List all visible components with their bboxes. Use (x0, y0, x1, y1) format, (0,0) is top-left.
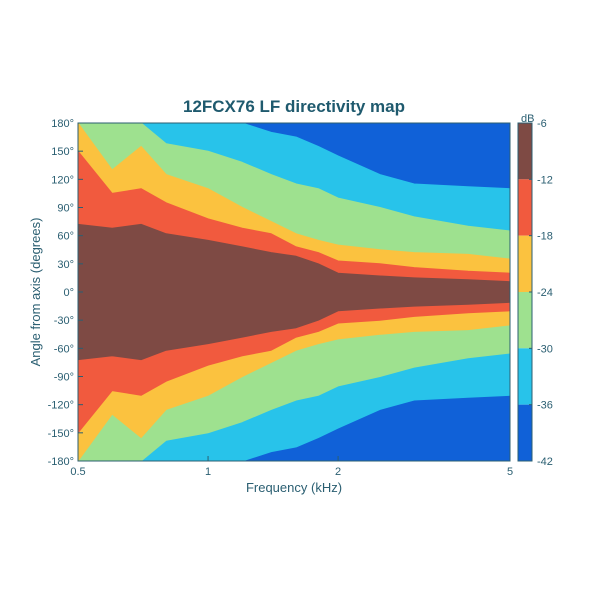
colorbar-segment (518, 348, 532, 405)
colorbar-tick-label: -30 (537, 343, 553, 355)
y-axis-label: Angle from axis (degrees) (28, 218, 43, 367)
colorbar: -6 -12 -18 -24 -30 -36 -42 (517, 118, 553, 468)
colorbar-segment (518, 123, 532, 180)
chart-title: 12FCX76 LF directivity map (183, 97, 405, 116)
colorbar-unit-label: dB (521, 113, 534, 125)
y-tick-label: -30° (54, 315, 74, 327)
y-tick-label: 180° (51, 118, 74, 130)
y-tick-label: 60° (57, 231, 74, 243)
y-tick-label: 0° (63, 287, 74, 299)
y-tick-label: 150° (51, 146, 74, 158)
y-tick-label: 90° (57, 203, 74, 215)
x-axis: 0.5 1 2 5 (70, 456, 513, 478)
y-tick-label: -90° (54, 372, 74, 384)
y-tick-label: -60° (54, 343, 74, 355)
colorbar-tick-label: -42 (537, 456, 553, 468)
colorbar-segment (518, 235, 532, 292)
y-axis: 180° 150° 120° 90° 60° 30° 0° -30° -60° -90° -120°… (48, 118, 83, 468)
y-tick-label: -150° (48, 428, 74, 440)
colorbar-tick-label: -6 (537, 118, 547, 130)
x-tick-label: 0.5 (70, 466, 85, 478)
colorbar-tick-label: -18 (537, 231, 553, 243)
y-tick-label: -180° (48, 456, 74, 468)
x-tick-label: 1 (205, 466, 211, 478)
level-band-minus-6-to-minus-12 (78, 223, 510, 361)
colorbar-segment (518, 404, 532, 461)
x-tick-label: 5 (507, 466, 513, 478)
colorbar-segment (518, 179, 532, 236)
colorbar-tick-label: -12 (537, 174, 553, 186)
colorbar-tick-label: -36 (537, 400, 553, 412)
x-axis-label: Frequency (kHz) (246, 480, 342, 495)
y-tick-label: -120° (48, 400, 74, 412)
colorbar-tick-label: -24 (537, 287, 553, 299)
colorbar-segment (518, 292, 532, 349)
y-tick-label: 30° (57, 259, 74, 271)
plot-area (78, 123, 510, 461)
y-tick-label: 120° (51, 174, 74, 186)
x-tick-label: 2 (335, 466, 341, 478)
